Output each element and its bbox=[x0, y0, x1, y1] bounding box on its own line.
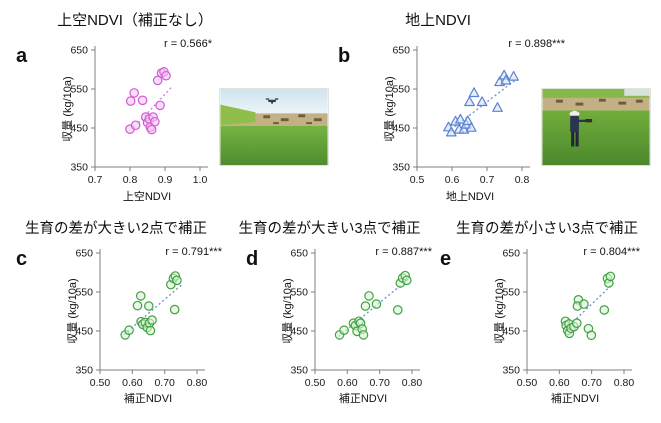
svg-text:0.6: 0.6 bbox=[445, 174, 460, 186]
photo-bank-texture bbox=[263, 114, 322, 125]
svg-text:350: 350 bbox=[70, 162, 88, 174]
svg-text:0.5: 0.5 bbox=[410, 174, 425, 186]
svg-text:0.50: 0.50 bbox=[305, 377, 326, 389]
svg-text:650: 650 bbox=[290, 248, 308, 260]
svg-text:550: 550 bbox=[70, 84, 88, 96]
svg-text:0.70: 0.70 bbox=[581, 377, 602, 389]
svg-text:0.80: 0.80 bbox=[187, 377, 208, 389]
panel-e-letter: e bbox=[440, 248, 452, 270]
svg-text:450: 450 bbox=[502, 326, 520, 338]
panel-e-x-axis-label: 補正NDVI bbox=[550, 393, 600, 405]
panel-e-title: 生育の差が小さい3点で補正 bbox=[455, 221, 639, 237]
panel-c-x-axis-label: 補正NDVI bbox=[123, 393, 173, 405]
svg-text:350: 350 bbox=[290, 365, 308, 377]
svg-text:0.80: 0.80 bbox=[614, 377, 635, 389]
svg-text:0.50: 0.50 bbox=[90, 377, 111, 389]
svg-text:550: 550 bbox=[290, 287, 308, 299]
svg-text:650: 650 bbox=[502, 248, 520, 260]
svg-text:0.70: 0.70 bbox=[154, 377, 175, 389]
svg-text:0.8: 0.8 bbox=[515, 174, 530, 186]
svg-text:0.7: 0.7 bbox=[88, 174, 103, 186]
svg-text:0.60: 0.60 bbox=[549, 377, 570, 389]
photo-sky-sliver bbox=[624, 89, 650, 96]
panel-a-title: 上空NDVI（補正なし） bbox=[57, 12, 213, 29]
svg-text:650: 650 bbox=[70, 45, 88, 57]
svg-text:350: 350 bbox=[392, 162, 410, 174]
svg-text:0.70: 0.70 bbox=[369, 377, 390, 389]
svg-text:650: 650 bbox=[75, 248, 93, 260]
svg-text:350: 350 bbox=[502, 365, 520, 377]
svg-text:0.7: 0.7 bbox=[480, 174, 495, 186]
svg-text:0.60: 0.60 bbox=[337, 377, 358, 389]
svg-text:450: 450 bbox=[70, 123, 88, 135]
svg-text:0.50: 0.50 bbox=[517, 377, 538, 389]
panel-a-scatter-chart: 350 450 550 650 0.7 0.8 0.9 1.0 bbox=[70, 45, 208, 186]
panel-a-letter: a bbox=[16, 45, 28, 67]
panel-d-x-axis-label: 補正NDVI bbox=[338, 393, 388, 405]
panel-d-letter: d bbox=[246, 248, 259, 270]
svg-text:350: 350 bbox=[75, 365, 93, 377]
photo-green-slope bbox=[220, 104, 256, 126]
photo-far-bank bbox=[542, 97, 650, 111]
panel-c-title: 生育の差が大きい2点で補正 bbox=[24, 221, 208, 237]
svg-text:0.8: 0.8 bbox=[123, 174, 138, 186]
ground-measurement-photo bbox=[541, 88, 651, 166]
panel-d-title: 生育の差が大きい3点で補正 bbox=[238, 221, 421, 237]
panel-d-correlation-label: r = 0.887*** bbox=[375, 246, 432, 258]
panel-e-scatter-chart: 350 450 550 650 0.50 0.60 0.70 0.80 bbox=[502, 248, 635, 390]
svg-text:550: 550 bbox=[75, 287, 93, 299]
drone-icon bbox=[265, 98, 279, 104]
panel-a-correlation-label: r = 0.566* bbox=[163, 38, 212, 50]
svg-text:0.60: 0.60 bbox=[122, 377, 143, 389]
panel-c-letter: c bbox=[16, 248, 28, 270]
svg-text:0.80: 0.80 bbox=[402, 377, 423, 389]
panel-b-letter: b bbox=[338, 45, 351, 67]
drone-field-photo bbox=[219, 88, 329, 166]
panel-a-x-axis-label: 上空NDVI bbox=[122, 191, 172, 203]
svg-text:450: 450 bbox=[75, 326, 93, 338]
panel-b-x-axis-label: 地上NDVI bbox=[445, 191, 495, 203]
svg-text:450: 450 bbox=[290, 326, 308, 338]
person-with-sensor bbox=[569, 110, 593, 147]
panel-b-scatter-chart: 350 450 550 650 0.5 0.6 0.7 0.8 bbox=[392, 45, 530, 186]
svg-text:550: 550 bbox=[392, 84, 410, 96]
panel-d-scatter-chart: 350 450 550 650 0.50 0.60 0.70 0.80 bbox=[290, 248, 423, 390]
svg-text:1.0: 1.0 bbox=[193, 174, 208, 186]
panel-e-correlation-label: r = 0.804*** bbox=[583, 246, 640, 258]
photo-rice-field bbox=[220, 126, 328, 165]
panel-b-correlation-label: r = 0.898*** bbox=[508, 38, 565, 50]
photo-bank-texture bbox=[556, 98, 643, 106]
panel-c-scatter-chart: 350 450 550 650 0.50 0.60 0.70 0.80 bbox=[75, 248, 208, 390]
svg-text:650: 650 bbox=[392, 45, 410, 57]
svg-text:550: 550 bbox=[502, 287, 520, 299]
photo-rice-field bbox=[542, 110, 650, 165]
svg-text:450: 450 bbox=[392, 123, 410, 135]
svg-text:0.9: 0.9 bbox=[158, 174, 173, 186]
panel-b-title: 地上NDVI bbox=[405, 12, 471, 29]
panel-c-correlation-label: r = 0.791*** bbox=[165, 246, 222, 258]
photo-far-field bbox=[542, 89, 650, 99]
